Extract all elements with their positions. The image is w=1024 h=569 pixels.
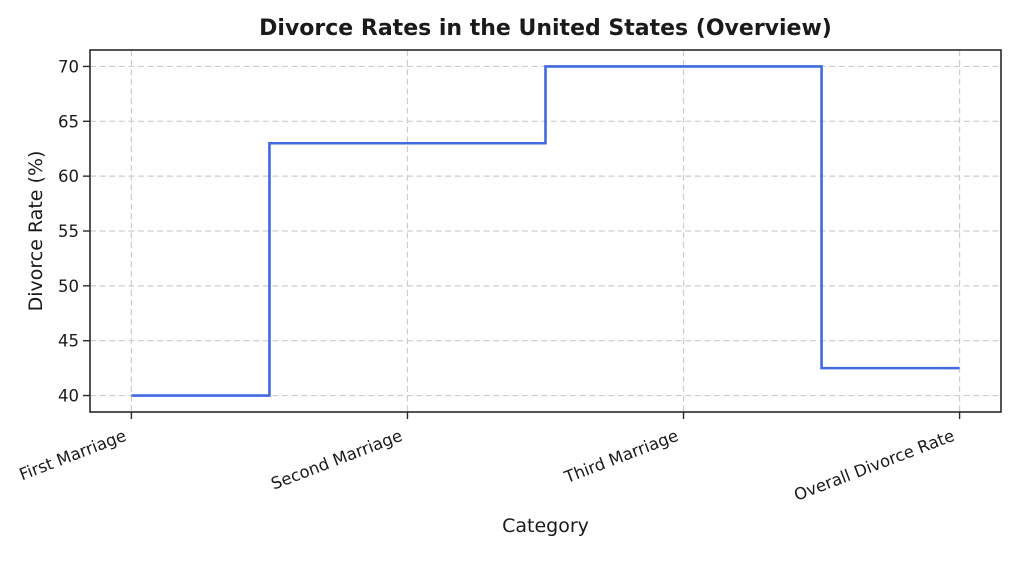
y-tick-label: 40 bbox=[58, 387, 79, 406]
x-tick-label: Overall Divorce Rate bbox=[791, 426, 957, 505]
y-tick-label: 60 bbox=[58, 167, 79, 186]
y-tick-label: 45 bbox=[58, 332, 79, 351]
chart-title: Divorce Rates in the United States (Over… bbox=[259, 16, 832, 41]
y-tick-label: 55 bbox=[58, 222, 79, 241]
y-tick-label: 50 bbox=[58, 277, 79, 296]
y-tick-label: 70 bbox=[58, 57, 79, 76]
x-tick-label: Third Marriage bbox=[561, 426, 681, 487]
x-axis-label: Category bbox=[502, 515, 589, 537]
x-tick-label: First Marriage bbox=[17, 426, 129, 484]
x-tick-label: Second Marriage bbox=[268, 426, 405, 494]
y-tick-label: 65 bbox=[58, 112, 79, 131]
step-line-series bbox=[131, 65, 960, 397]
